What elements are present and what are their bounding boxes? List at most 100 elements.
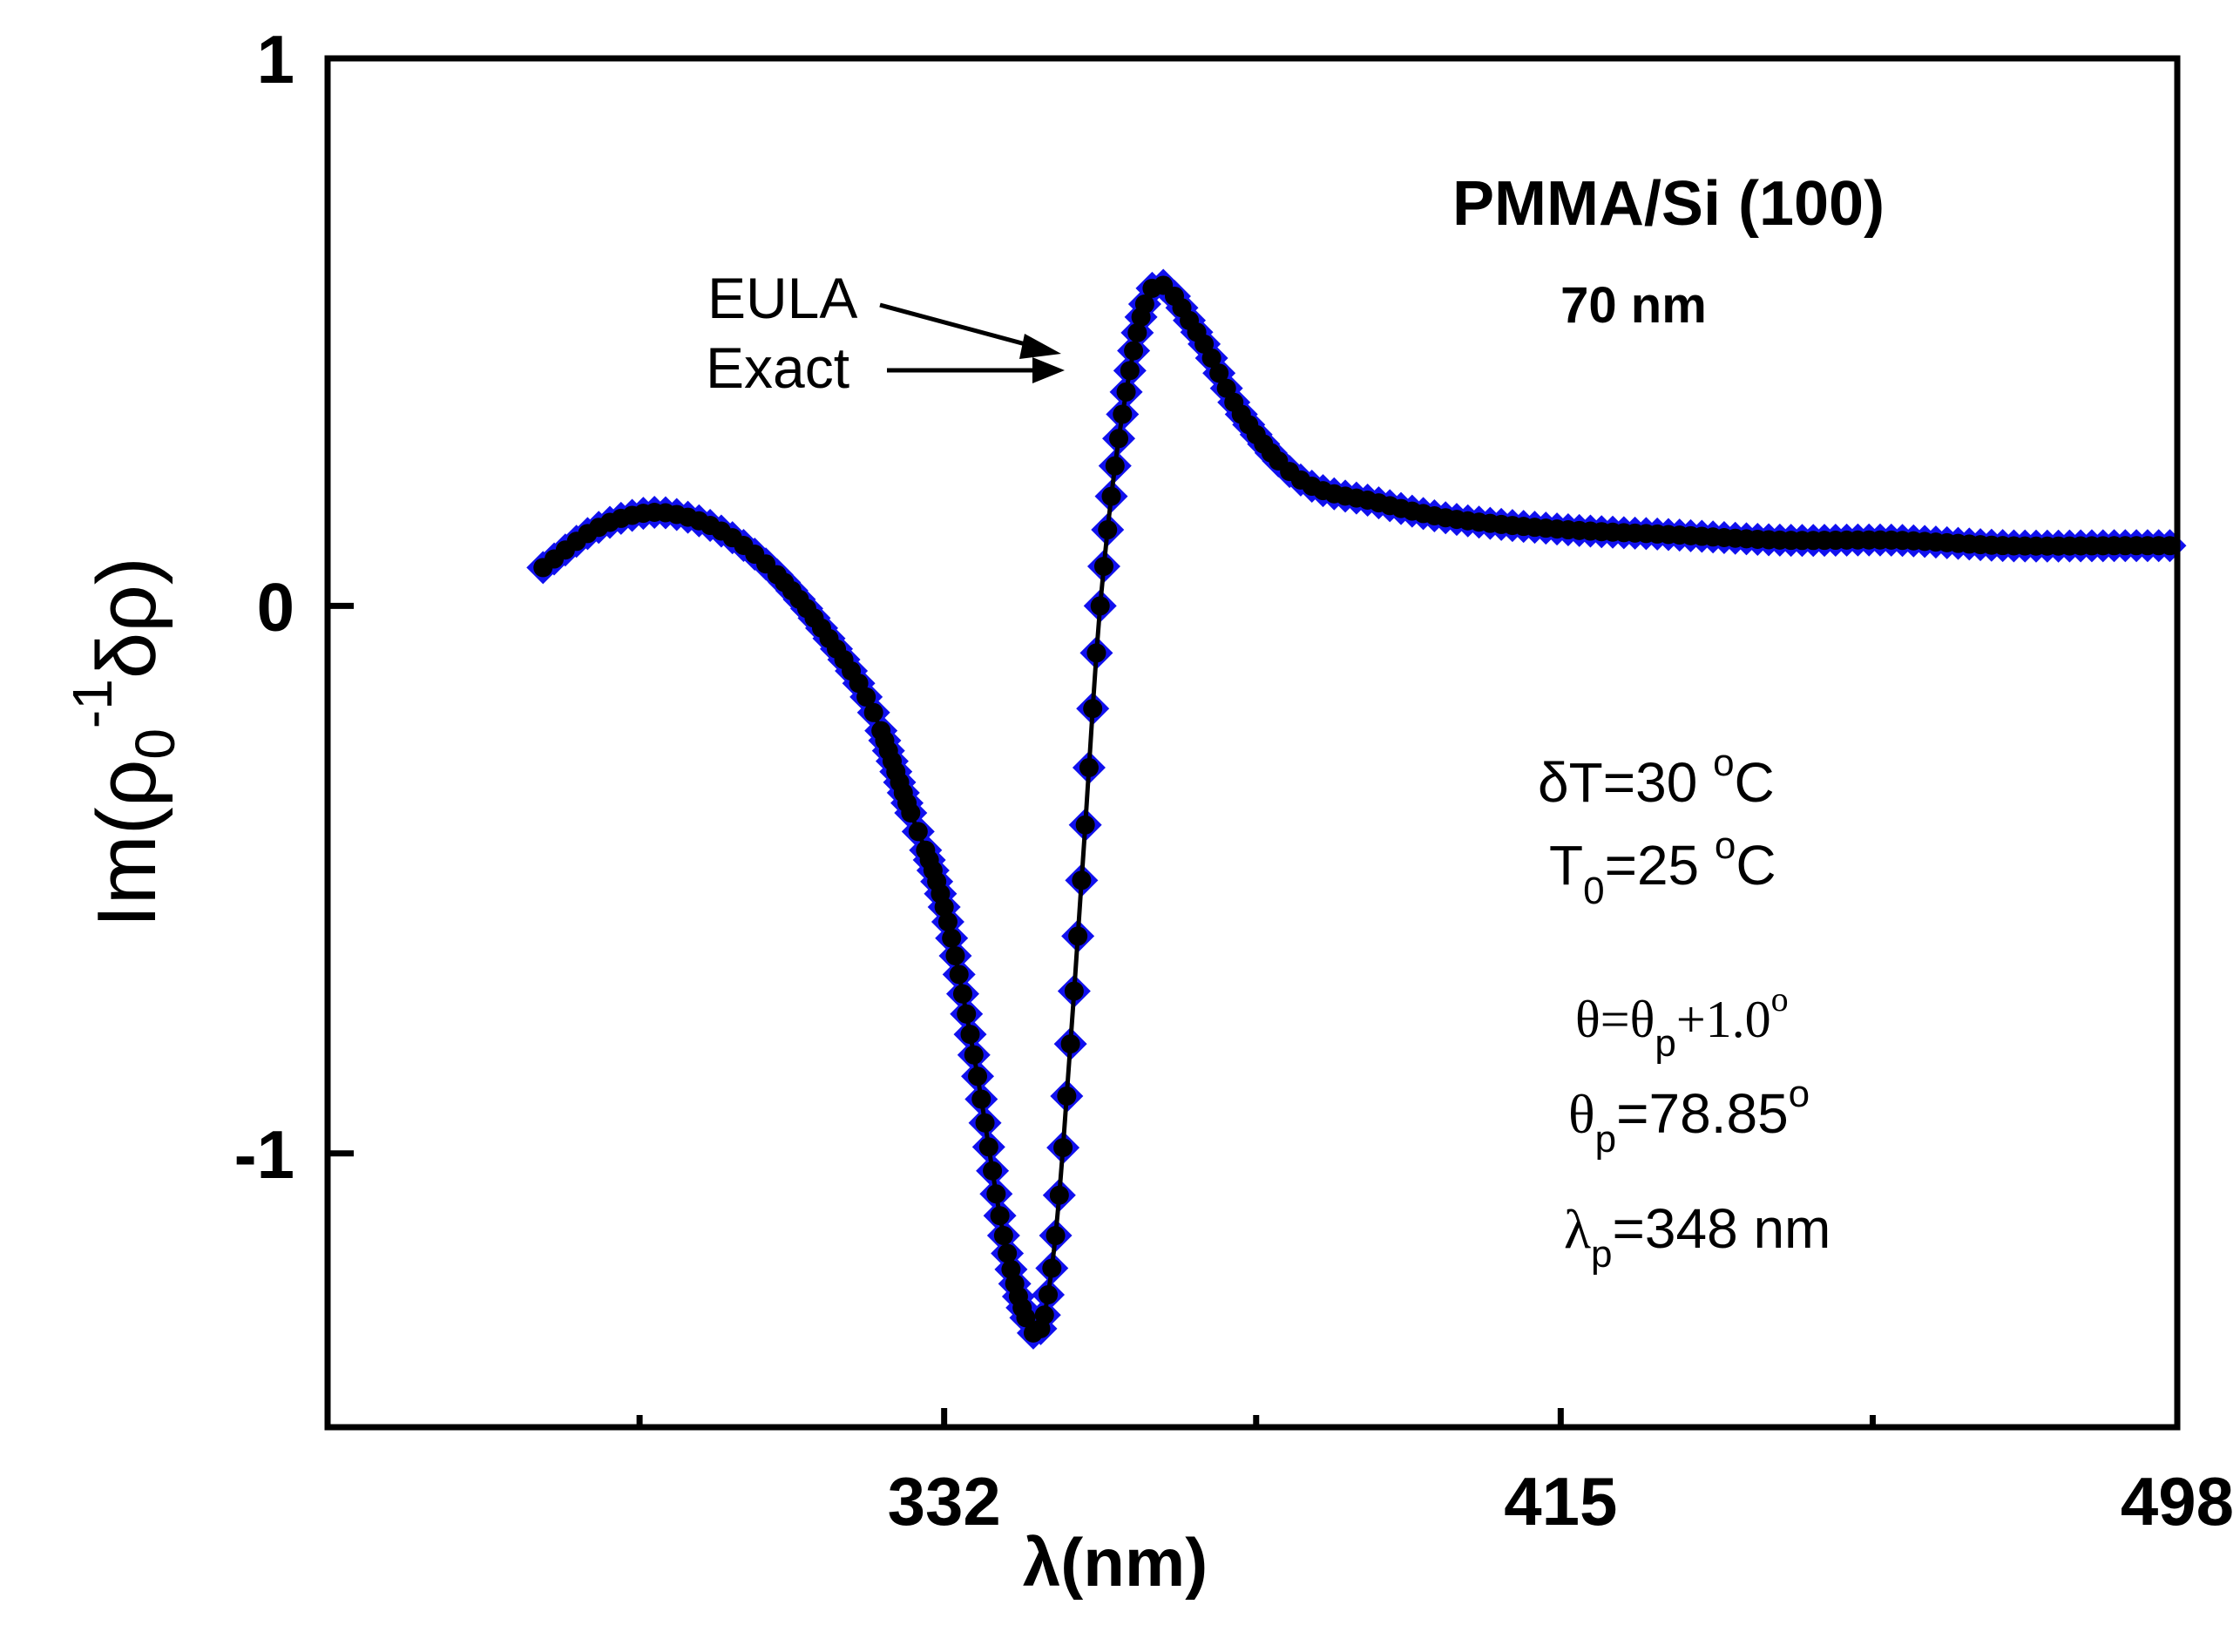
exact-label: Exact — [706, 335, 849, 400]
exact-point-60 — [971, 1089, 991, 1109]
delta-t-pre: δT=30 — [1538, 751, 1713, 814]
exact-point-76 — [1039, 1285, 1059, 1305]
theta-p-post: =78.85 — [1616, 1082, 1789, 1145]
series-exact — [533, 275, 2180, 1343]
exact-point-111 — [1209, 363, 1229, 383]
exact-point-94 — [1105, 456, 1125, 476]
exact-point-33 — [856, 687, 876, 707]
eula-label: EULA — [707, 266, 857, 330]
theta-p-sub: p — [1595, 1118, 1616, 1161]
exact-point-58 — [964, 1045, 984, 1065]
exact-point-57 — [960, 1025, 980, 1045]
series-layer — [526, 268, 2187, 1350]
exact-point-52 — [942, 928, 962, 948]
exact-point-85 — [1072, 870, 1092, 890]
exact-point-86 — [1075, 815, 1095, 835]
exact-point-72 — [1016, 1308, 1036, 1328]
x-tick-label-1: 415 — [1504, 1463, 1617, 1540]
t0-sub: 0 — [1583, 870, 1604, 912]
exact-point-84 — [1068, 926, 1088, 946]
y-tick-label-1: 0 — [257, 568, 294, 645]
ticks-layer: 332 415 498 1 0 -1 — [234, 21, 2234, 1540]
exact-point-98 — [1120, 361, 1140, 381]
lambda-p-sub: p — [1591, 1233, 1612, 1276]
lambda-p-annotation: λp=348 nm — [1564, 1197, 1831, 1276]
y-axis-title-pre: Im(ρ — [80, 760, 173, 928]
delta-t-sup: o — [1713, 741, 1734, 784]
exact-point-96 — [1113, 404, 1133, 424]
exact-point-62 — [978, 1137, 998, 1157]
exact-point-110 — [1201, 348, 1222, 368]
exact-point-81 — [1057, 1086, 1077, 1106]
theta-p-pre: θ — [1568, 1083, 1595, 1145]
exact-point-79 — [1049, 1185, 1069, 1205]
y-axis-title: Im(ρ0-1δρ) — [61, 557, 186, 928]
exact-point-53 — [945, 945, 965, 965]
sample-title: PMMA/Si (100) — [1452, 169, 1885, 239]
y-tick-label-0: 1 — [257, 21, 294, 98]
exact-point-67 — [998, 1243, 1018, 1263]
exact-point-109 — [1194, 334, 1215, 354]
exact-point-59 — [968, 1066, 988, 1087]
exact-point-75 — [1034, 1305, 1054, 1325]
lambda-p-post: =348 nm — [1613, 1197, 1831, 1260]
eula-arrow — [879, 302, 1036, 349]
exact-point-95 — [1109, 429, 1129, 449]
exact-point-93 — [1101, 486, 1121, 506]
exact-point-80 — [1053, 1138, 1073, 1158]
exact-point-88 — [1083, 699, 1103, 719]
x-axis-title: λ(nm) — [1023, 1524, 1208, 1601]
x-axis-title-rest: (nm) — [1060, 1524, 1208, 1601]
theta-pre: θ=θ — [1575, 991, 1655, 1048]
exact-point-44 — [908, 822, 928, 842]
exact-point-102 — [1134, 295, 1154, 315]
x-tick-label-2: 498 — [2121, 1463, 2234, 1540]
exact-point-55 — [952, 984, 972, 1004]
t0-pre: T — [1549, 834, 1583, 897]
exact-point-65 — [990, 1206, 1010, 1226]
exact-point-100 — [1127, 322, 1147, 342]
sample-thickness: 70 nm — [1560, 277, 1707, 334]
plot-frame — [324, 55, 2181, 1431]
y-axis-title-sup: -1 — [61, 679, 124, 728]
delta-t-post: C — [1735, 751, 1775, 814]
exact-point-87 — [1079, 757, 1099, 777]
exact-point-54 — [949, 965, 969, 985]
y-axis-title-post: δρ) — [80, 557, 173, 679]
exact-point-66 — [993, 1226, 1013, 1246]
exact-point-99 — [1124, 341, 1144, 361]
delta-t-annotation: δT=30 oC — [1538, 741, 1775, 814]
y-axis-title-sub: 0 — [124, 728, 186, 760]
t0-annotation: T0=25 oC — [1549, 824, 1776, 912]
y-tick-label-2: -1 — [234, 1116, 294, 1193]
theta-sub: p — [1655, 1022, 1675, 1065]
x-tick-label-0: 332 — [888, 1463, 1001, 1540]
t0-mid: =25 — [1605, 834, 1715, 897]
theta-p-sup: o — [1789, 1073, 1810, 1115]
theta-post: +1.0 — [1676, 991, 1771, 1048]
exact-point-68 — [1001, 1259, 1021, 1279]
exact-point-63 — [983, 1161, 1003, 1181]
theta-p-annotation: θp=78.85o — [1568, 1073, 1810, 1161]
exact-point-64 — [986, 1184, 1006, 1204]
exact-point-51 — [937, 912, 958, 932]
t0-sup: o — [1715, 824, 1736, 867]
exact-point-83 — [1064, 981, 1084, 1001]
theta-sup: o — [1771, 979, 1789, 1019]
exact-point-89 — [1086, 643, 1106, 663]
exact-point-112 — [1216, 378, 1236, 398]
eula-arrowhead — [1019, 334, 1061, 359]
t0-post: C — [1736, 834, 1776, 897]
exact-point-77 — [1042, 1258, 1062, 1278]
exact-point-82 — [1060, 1034, 1080, 1054]
exact-point-50 — [934, 897, 954, 917]
exact-point-90 — [1090, 596, 1110, 616]
lambda-p-pre: λ — [1564, 1198, 1591, 1260]
exact-point-91 — [1093, 556, 1113, 576]
exact-point-34 — [863, 702, 883, 722]
exact-arrowhead — [1032, 357, 1065, 383]
exact-point-56 — [957, 1004, 977, 1024]
exact-point-61 — [975, 1113, 995, 1133]
